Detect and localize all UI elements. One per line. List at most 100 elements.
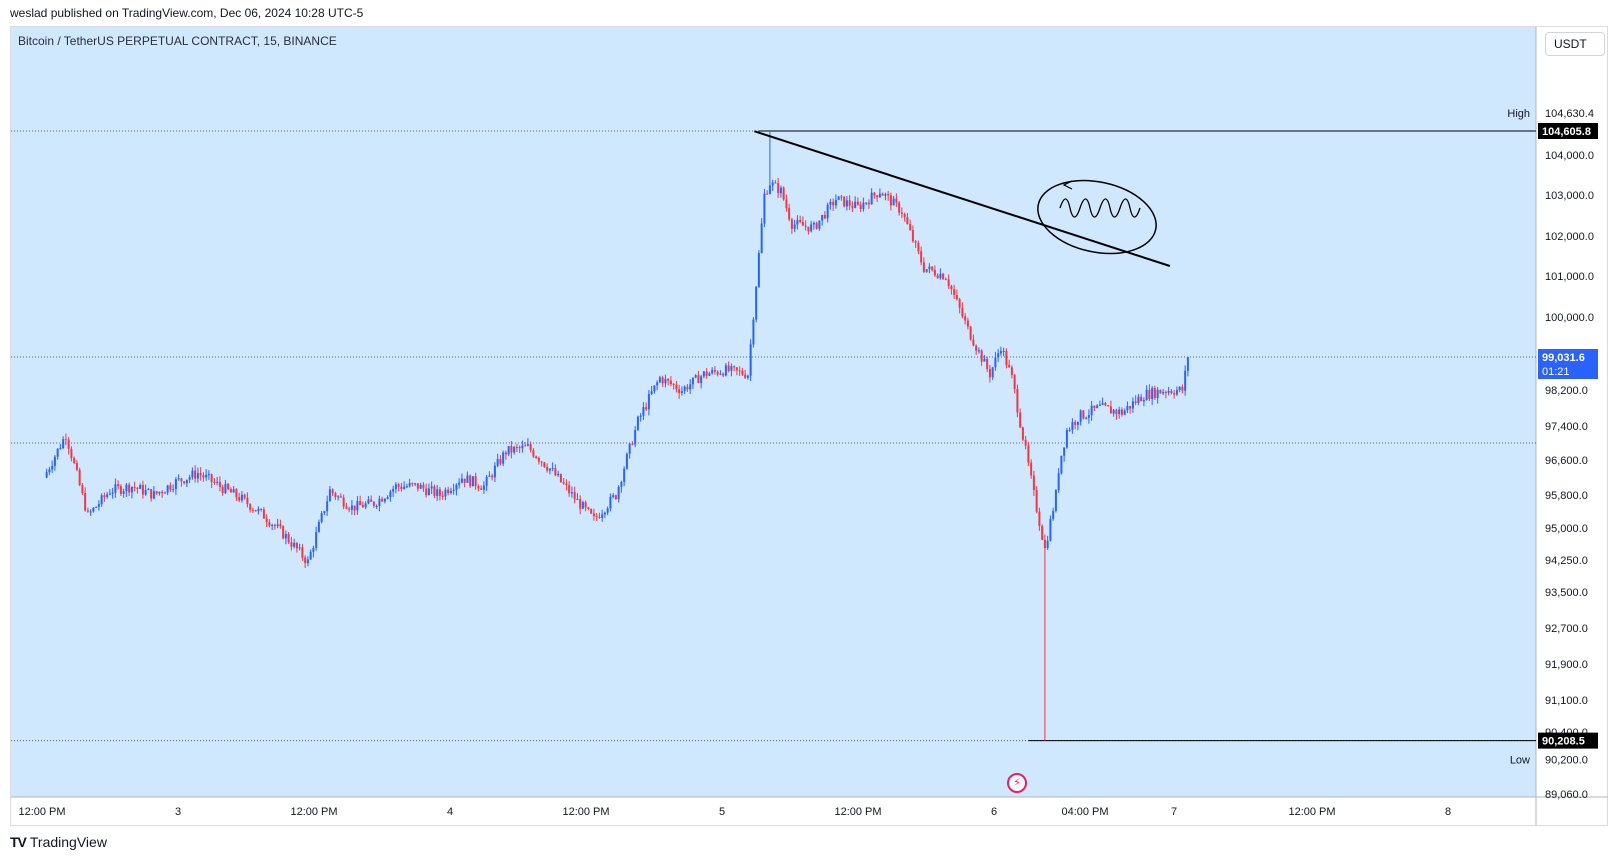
candle-body — [537, 458, 540, 462]
candle-body — [1101, 403, 1104, 405]
candle-body — [716, 371, 719, 375]
candle-body — [485, 476, 488, 486]
y-tick-label: 101,000.0 — [1545, 271, 1594, 283]
currency-button[interactable]: USDT — [1545, 32, 1605, 56]
candle-body — [106, 494, 109, 498]
candle-body — [139, 485, 142, 489]
symbol-title[interactable]: Bitcoin / TetherUS PERPETUAL CONTRACT, 1… — [18, 34, 337, 48]
candle-body — [128, 484, 131, 493]
candle-body — [1178, 386, 1181, 390]
x-tick-label: 12:00 PM — [834, 806, 881, 818]
candle-body — [469, 475, 472, 487]
candle-body — [45, 472, 48, 478]
candle-body — [590, 509, 593, 514]
flash-icon[interactable]: ⚡ — [1007, 773, 1027, 793]
candle-body — [991, 367, 994, 378]
candle-body — [944, 279, 947, 281]
candle-body — [191, 470, 194, 478]
candle-body — [568, 485, 571, 494]
time-axis[interactable]: 12:00 PM 3 12:00 PM 4 12:00 PM 5 12:00 PM 6 04:0… — [18, 806, 1451, 818]
candle-body — [870, 192, 873, 205]
candle-body — [188, 477, 191, 480]
candle-body — [144, 489, 147, 495]
candle-body — [1181, 386, 1184, 391]
candle-body — [425, 488, 428, 496]
candle-body — [848, 200, 851, 206]
candle-body — [84, 492, 87, 511]
candle-body — [430, 486, 433, 489]
drawings-group[interactable] — [754, 130, 1171, 267]
candle-body — [408, 483, 411, 487]
level-lines — [11, 130, 1536, 742]
candle-body — [1134, 401, 1137, 403]
candle-body — [540, 461, 543, 463]
candle-body — [614, 495, 617, 500]
y-tick-label: 102,000.0 — [1545, 231, 1594, 243]
candle-body — [669, 380, 672, 384]
candle-body — [279, 524, 282, 527]
candle-body — [1074, 422, 1077, 425]
candle-body — [111, 492, 114, 494]
candle-body — [1159, 389, 1162, 394]
candle-body — [977, 350, 980, 352]
candle-body — [1054, 490, 1057, 511]
candle-body — [856, 201, 859, 205]
candle-body — [592, 513, 595, 517]
candle-body — [1024, 439, 1027, 446]
candle-body — [774, 182, 777, 184]
candle-body — [969, 326, 972, 340]
y-tick-label: 91,100.0 — [1545, 695, 1588, 707]
candle-body — [801, 221, 804, 226]
candle-body — [581, 502, 584, 509]
candle-body — [700, 376, 703, 384]
candle-body — [224, 483, 227, 493]
candle-body — [265, 518, 268, 523]
candle-body — [1129, 406, 1132, 409]
candle-body — [988, 368, 991, 378]
candle-body — [1175, 389, 1178, 395]
candle-body — [166, 485, 169, 493]
candle-body — [414, 483, 417, 485]
current-price-tag-bg — [1538, 349, 1598, 379]
candle-body — [243, 494, 246, 498]
candle-body — [452, 489, 455, 491]
candle-body — [1156, 389, 1159, 399]
candle-body — [114, 484, 117, 493]
candle-body — [914, 241, 917, 243]
candle-body — [444, 489, 447, 497]
candle-body — [95, 506, 98, 508]
candle-body — [818, 220, 821, 229]
candle-body — [1032, 475, 1035, 491]
candle-body — [546, 466, 549, 471]
candle-body — [1186, 357, 1189, 371]
candle-body — [832, 201, 835, 206]
tradingview-logo[interactable]: TV TradingView — [10, 834, 107, 850]
candle-body — [342, 497, 345, 507]
candle-body — [1140, 396, 1143, 402]
hand-drawn-arrow — [1062, 180, 1073, 190]
candle-body — [1142, 400, 1145, 402]
candle-body — [664, 378, 667, 384]
candle-body — [997, 353, 1000, 358]
y-tick-label: 92,700.0 — [1545, 623, 1588, 635]
plot-area[interactable] — [11, 27, 1536, 797]
candle-body — [353, 505, 356, 511]
candle-body — [312, 547, 315, 552]
candle-body — [1126, 406, 1129, 411]
candle-body — [287, 534, 290, 543]
candle-body — [917, 242, 920, 252]
candle-body — [661, 377, 664, 384]
y-tick-label: 103,000.0 — [1545, 190, 1594, 202]
candle-body — [416, 483, 419, 489]
candle-body — [397, 484, 400, 487]
candle-body — [1184, 370, 1187, 391]
candle-body — [433, 486, 436, 496]
candle-body — [642, 407, 645, 416]
candle-body — [100, 495, 103, 505]
candle-body — [403, 486, 406, 490]
price-axis[interactable]: 104,000.0 103,000.0 102,000.0 101,000.0 100,… — [1545, 150, 1594, 801]
candle-body — [378, 498, 381, 506]
low-value-label: 90,200.0 — [1545, 755, 1588, 767]
x-tick-label: 12:00 PM — [562, 806, 609, 818]
